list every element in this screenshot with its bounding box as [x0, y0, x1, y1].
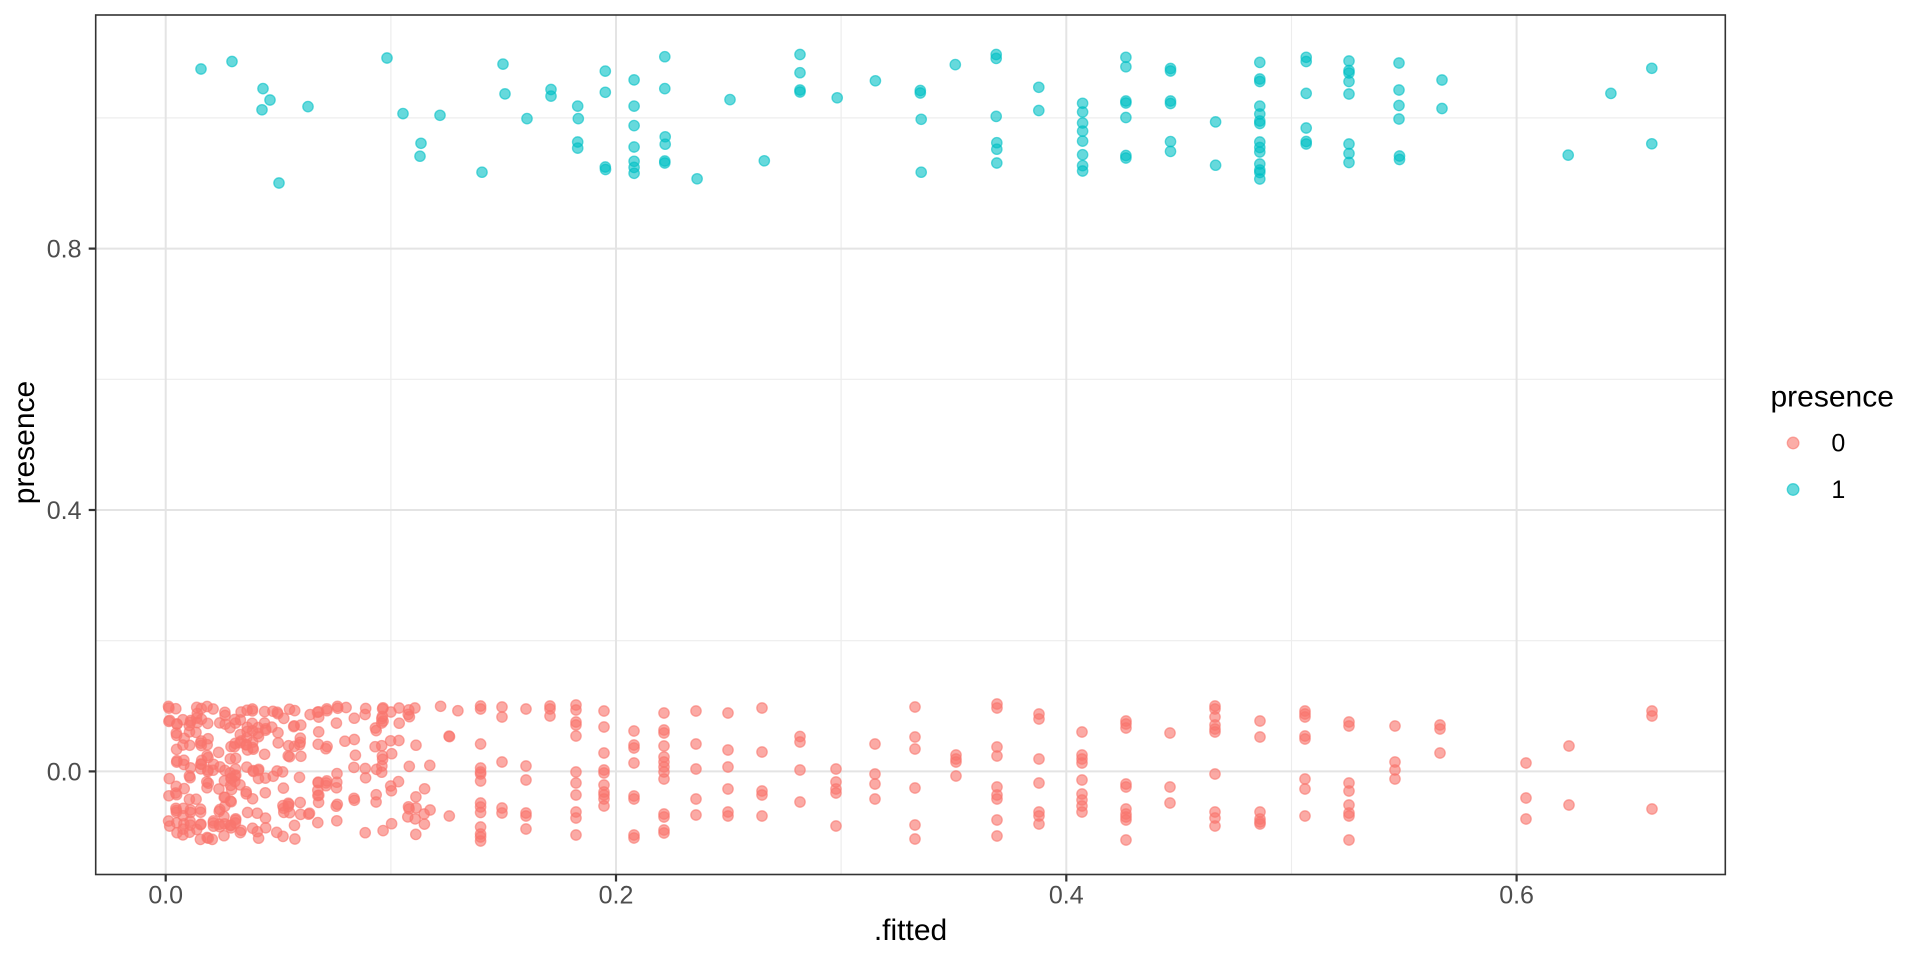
svg-text:0.6: 0.6: [1499, 881, 1534, 909]
svg-text:0.4: 0.4: [47, 497, 82, 525]
svg-text:0.2: 0.2: [599, 881, 634, 909]
svg-text:0.8: 0.8: [47, 236, 82, 264]
svg-text:presence: presence: [1771, 380, 1894, 413]
svg-text:0.0: 0.0: [47, 758, 82, 786]
svg-text:0.0: 0.0: [148, 881, 183, 909]
svg-text:presence: presence: [8, 381, 41, 504]
svg-text:1: 1: [1831, 476, 1845, 504]
svg-text:0: 0: [1831, 430, 1845, 458]
svg-text:0.4: 0.4: [1049, 881, 1084, 909]
svg-text:.fitted: .fitted: [874, 914, 947, 947]
